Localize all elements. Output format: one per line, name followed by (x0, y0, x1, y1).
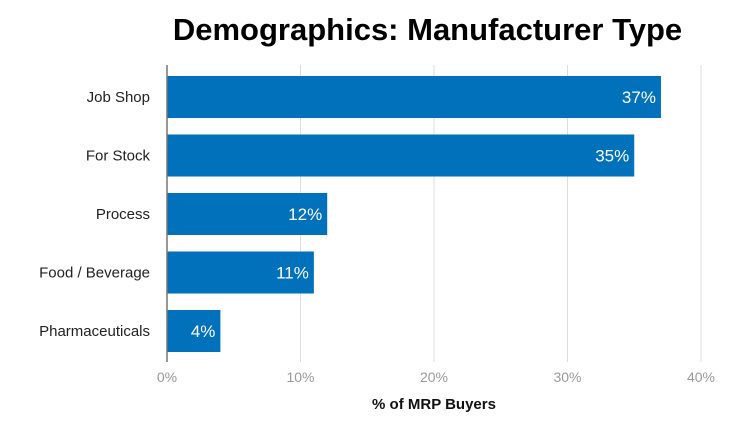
category-label: Pharmaceuticals (39, 323, 150, 340)
x-tick-label: 30% (553, 369, 581, 385)
x-tick-label: 0% (157, 369, 177, 385)
x-tick-label: 20% (420, 369, 448, 385)
category-label: Job Shop (87, 89, 150, 106)
x-tick-label: 10% (286, 369, 314, 385)
bar (167, 76, 661, 118)
data-label: 12% (288, 205, 322, 224)
data-label: 4% (191, 322, 216, 341)
bar (167, 251, 314, 294)
data-label: 11% (276, 264, 309, 283)
x-axis-label: % of MRP Buyers (372, 396, 496, 413)
category-label: Food / Beverage (39, 265, 150, 282)
chart-title: Demographics: Manufacturer Type (172, 12, 683, 47)
bar (167, 310, 221, 352)
data-label: 35% (595, 147, 629, 166)
category-label: For Stock (86, 148, 151, 165)
bar (167, 134, 635, 177)
bar (167, 193, 328, 235)
x-tick-label: 40% (687, 369, 715, 385)
category-label: Process (96, 206, 150, 223)
data-label: 37% (622, 88, 656, 107)
